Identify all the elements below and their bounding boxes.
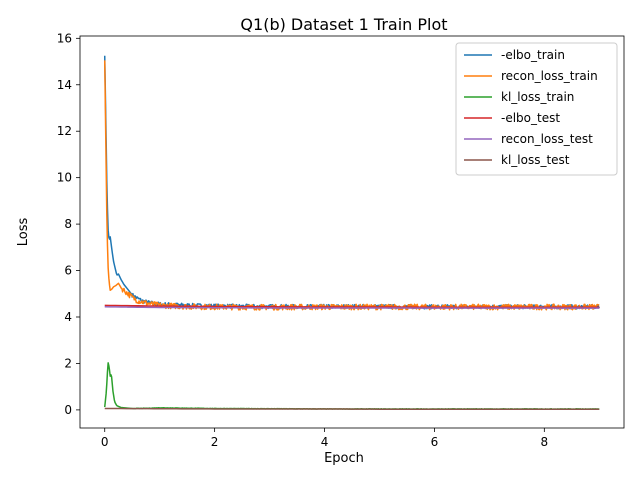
legend-box [455, 42, 618, 176]
y-axis-label: Loss [16, 218, 31, 247]
series-layer [103, 55, 600, 410]
legend: -elbo_train recon_loss_train kl_loss_train… [455, 42, 618, 176]
y-tick-label: 10 [57, 171, 72, 185]
y-tick-label: 14 [57, 78, 72, 92]
y-axis: 0 2 4 6 8 10 12 14 16 [57, 31, 80, 417]
series-line-recon-loss-test [104, 306, 600, 309]
axes-frame [79, 35, 625, 429]
x-tick-label: 2 [211, 435, 219, 449]
y-tick-label: 12 [57, 124, 72, 138]
y-tick-label: 2 [64, 356, 72, 370]
series-line-elbo-test [104, 304, 600, 308]
x-axis: 0 2 4 6 8 [101, 428, 548, 449]
x-tick-label: 6 [431, 435, 439, 449]
x-tick-label: 4 [321, 435, 329, 449]
y-tick-label: 0 [64, 403, 72, 417]
chart-title: Q1(b) Dataset 1 Train Plot [240, 15, 447, 34]
y-tick-label: 4 [64, 310, 72, 324]
legend-label: kl_loss_train [501, 90, 574, 104]
legend-label: -elbo_test [501, 111, 560, 125]
y-tick-label: 6 [64, 264, 72, 278]
x-tick-label: 8 [541, 435, 549, 449]
legend-label: recon_loss_train [501, 69, 598, 83]
x-axis-label: Epoch [324, 451, 364, 466]
legend-label: recon_loss_test [501, 132, 593, 146]
series-line-kl-loss-test [104, 407, 600, 410]
x-tick-label: 0 [101, 435, 109, 449]
plot-area [79, 35, 625, 429]
y-tick-label: 8 [64, 217, 72, 231]
legend-label: kl_loss_test [501, 153, 570, 167]
legend-label: -elbo_train [501, 48, 565, 62]
y-tick-label: 16 [57, 31, 72, 45]
